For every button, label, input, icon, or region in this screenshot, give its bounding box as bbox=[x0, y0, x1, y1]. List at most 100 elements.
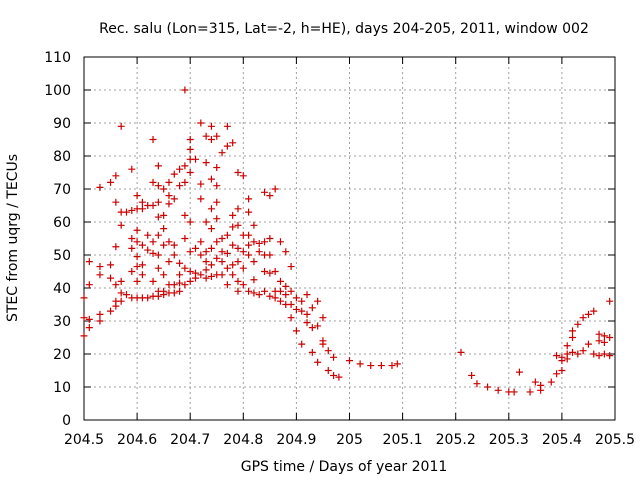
data-point bbox=[494, 386, 502, 394]
data-point bbox=[117, 122, 125, 130]
data-point bbox=[170, 241, 178, 249]
data-point bbox=[197, 238, 205, 246]
data-point bbox=[282, 291, 290, 299]
data-point bbox=[250, 289, 258, 297]
data-point bbox=[192, 274, 200, 282]
data-point bbox=[160, 185, 168, 193]
data-point bbox=[176, 259, 184, 267]
data-point bbox=[266, 192, 274, 200]
data-point bbox=[473, 380, 481, 388]
data-point bbox=[133, 238, 141, 246]
data-point bbox=[181, 178, 189, 186]
data-point bbox=[107, 178, 115, 186]
y-tick-labels: 0 10 20 30 40 50 60 70 80 90 100 110 bbox=[44, 50, 71, 429]
data-point bbox=[510, 388, 518, 396]
data-point bbox=[160, 271, 168, 279]
x-tick-label: 204.7 bbox=[170, 432, 210, 448]
data-point bbox=[526, 388, 534, 396]
data-point bbox=[207, 122, 215, 130]
data-point bbox=[245, 287, 253, 295]
data-point bbox=[245, 208, 253, 216]
data-point bbox=[245, 241, 253, 249]
data-point bbox=[250, 221, 258, 229]
data-point bbox=[584, 310, 592, 318]
data-point bbox=[308, 304, 316, 312]
data-point bbox=[515, 368, 523, 376]
data-point bbox=[197, 271, 205, 279]
data-point bbox=[149, 249, 157, 257]
data-point bbox=[85, 281, 93, 289]
data-point bbox=[181, 211, 189, 219]
data-point bbox=[144, 246, 152, 254]
data-point bbox=[112, 281, 120, 289]
data-point bbox=[197, 195, 205, 203]
data-point bbox=[218, 235, 226, 242]
data-point bbox=[186, 136, 194, 143]
grid bbox=[84, 57, 615, 420]
data-point bbox=[298, 340, 306, 348]
y-tick-label: 10 bbox=[53, 380, 71, 396]
data-point bbox=[176, 271, 184, 279]
data-point bbox=[213, 198, 221, 206]
data-point bbox=[170, 195, 178, 203]
data-point bbox=[186, 248, 194, 256]
data-point bbox=[239, 172, 247, 180]
data-point bbox=[266, 251, 274, 259]
data-point bbox=[324, 367, 332, 374]
data-point bbox=[229, 241, 237, 249]
data-point bbox=[255, 291, 263, 299]
data-point bbox=[261, 188, 269, 196]
x-tick-label: 205.2 bbox=[436, 432, 476, 448]
data-point bbox=[584, 340, 592, 348]
data-point bbox=[144, 231, 152, 239]
data-point bbox=[207, 261, 215, 269]
data-point bbox=[128, 206, 136, 214]
data-point bbox=[271, 294, 279, 302]
axis-ticks bbox=[83, 56, 616, 421]
data-point bbox=[319, 340, 327, 348]
data-point bbox=[149, 238, 157, 246]
data-point bbox=[122, 208, 130, 216]
data-point bbox=[202, 266, 210, 274]
data-point bbox=[292, 327, 300, 335]
data-point bbox=[261, 287, 269, 295]
data-point bbox=[282, 248, 290, 256]
data-point bbox=[186, 218, 194, 226]
y-tick-label: 60 bbox=[53, 215, 71, 231]
data-point bbox=[80, 332, 88, 340]
data-point bbox=[96, 317, 104, 325]
data-point bbox=[154, 292, 162, 300]
data-point bbox=[266, 235, 274, 242]
data-point bbox=[574, 320, 582, 328]
data-point bbox=[165, 258, 173, 266]
data-point bbox=[558, 357, 566, 365]
data-point bbox=[213, 164, 221, 172]
data-point bbox=[218, 248, 226, 256]
data-point bbox=[160, 241, 168, 249]
data-point bbox=[266, 292, 274, 300]
data-point bbox=[590, 350, 598, 358]
data-point bbox=[234, 205, 242, 213]
data-point bbox=[292, 294, 300, 302]
data-point bbox=[606, 334, 614, 341]
data-point bbox=[335, 373, 343, 381]
data-point bbox=[261, 268, 269, 275]
data-point bbox=[202, 274, 210, 282]
data-point bbox=[154, 251, 162, 259]
data-point bbox=[112, 172, 120, 180]
data-point bbox=[553, 370, 561, 378]
data-point bbox=[207, 272, 215, 280]
data-point bbox=[356, 360, 364, 368]
data-point bbox=[107, 307, 115, 315]
data-point bbox=[202, 248, 210, 256]
data-point bbox=[579, 314, 587, 322]
data-point bbox=[595, 337, 603, 345]
data-point bbox=[165, 178, 173, 186]
data-point bbox=[117, 277, 125, 285]
data-point bbox=[271, 185, 279, 193]
data-point bbox=[276, 238, 284, 246]
data-point bbox=[213, 182, 221, 190]
data-point bbox=[234, 277, 242, 285]
data-point bbox=[223, 264, 231, 272]
